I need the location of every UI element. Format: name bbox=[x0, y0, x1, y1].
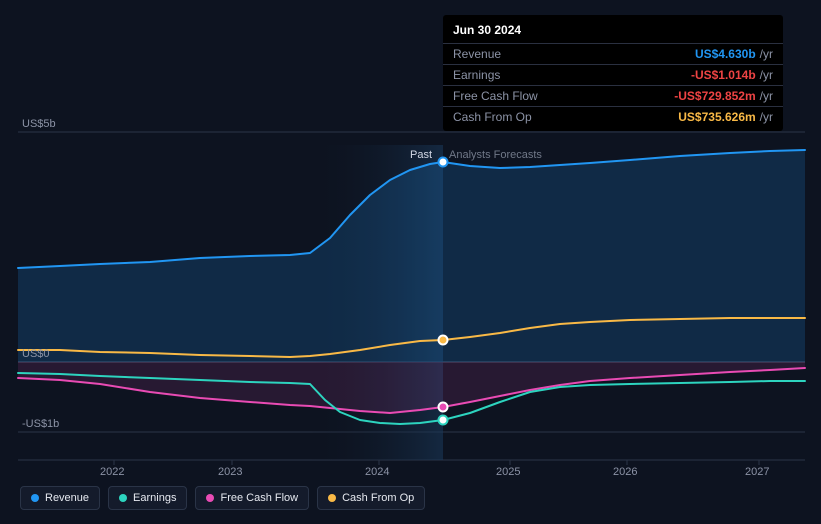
tooltip-row-label: Cash From Op bbox=[453, 110, 532, 124]
forecast-label: Analysts Forecasts bbox=[449, 149, 542, 161]
y-axis-label: -US$1b bbox=[22, 418, 59, 430]
tooltip-row: Free Cash Flow -US$729.852m/yr bbox=[443, 85, 783, 106]
tooltip-row-value: -US$1.014b bbox=[691, 68, 756, 82]
tooltip-row-suffix: /yr bbox=[760, 110, 773, 124]
x-axis-label: 2026 bbox=[613, 466, 637, 478]
chart-tooltip: Jun 30 2024 Revenue US$4.630b/yr Earnings -… bbox=[443, 15, 783, 131]
y-axis-label: US$5b bbox=[22, 118, 56, 130]
legend-label: Revenue bbox=[45, 492, 89, 504]
x-axis-label: 2023 bbox=[218, 466, 242, 478]
past-label: Past bbox=[410, 149, 432, 161]
legend-dot-icon bbox=[206, 494, 214, 502]
legend-label: Earnings bbox=[133, 492, 176, 504]
y-axis-label: US$0 bbox=[22, 348, 50, 360]
tooltip-title: Jun 30 2024 bbox=[443, 21, 783, 43]
tooltip-row-value: US$735.626m bbox=[678, 110, 755, 124]
tooltip-row: Cash From Op US$735.626m/yr bbox=[443, 106, 783, 127]
x-axis-label: 2022 bbox=[100, 466, 124, 478]
legend-item-free_cash_flow[interactable]: Free Cash Flow bbox=[195, 486, 309, 510]
x-axis-label: 2027 bbox=[745, 466, 769, 478]
legend-dot-icon bbox=[31, 494, 39, 502]
legend-label: Free Cash Flow bbox=[220, 492, 298, 504]
tooltip-row-suffix: /yr bbox=[760, 47, 773, 61]
legend-item-earnings[interactable]: Earnings bbox=[108, 486, 187, 510]
financial-forecast-chart: US$5b US$0 -US$1b Past Analysts Forecasts 2… bbox=[0, 0, 821, 524]
tooltip-row: Revenue US$4.630b/yr bbox=[443, 43, 783, 64]
x-axis-label: 2024 bbox=[365, 466, 389, 478]
tooltip-row-value: -US$729.852m bbox=[674, 89, 755, 103]
legend-dot-icon bbox=[119, 494, 127, 502]
legend-item-revenue[interactable]: Revenue bbox=[20, 486, 100, 510]
legend-label: Cash From Op bbox=[342, 492, 414, 504]
tooltip-row-label: Revenue bbox=[453, 47, 501, 61]
tooltip-row-label: Free Cash Flow bbox=[453, 89, 538, 103]
tooltip-row-suffix: /yr bbox=[760, 68, 773, 82]
x-axis-label: 2025 bbox=[496, 466, 520, 478]
tooltip-row-suffix: /yr bbox=[760, 89, 773, 103]
tooltip-row-label: Earnings bbox=[453, 68, 500, 82]
tooltip-row-value: US$4.630b bbox=[695, 47, 756, 61]
legend-dot-icon bbox=[328, 494, 336, 502]
chart-legend: Revenue Earnings Free Cash Flow Cash From O… bbox=[20, 486, 425, 510]
tooltip-row: Earnings -US$1.014b/yr bbox=[443, 64, 783, 85]
legend-item-cash_from_op[interactable]: Cash From Op bbox=[317, 486, 425, 510]
